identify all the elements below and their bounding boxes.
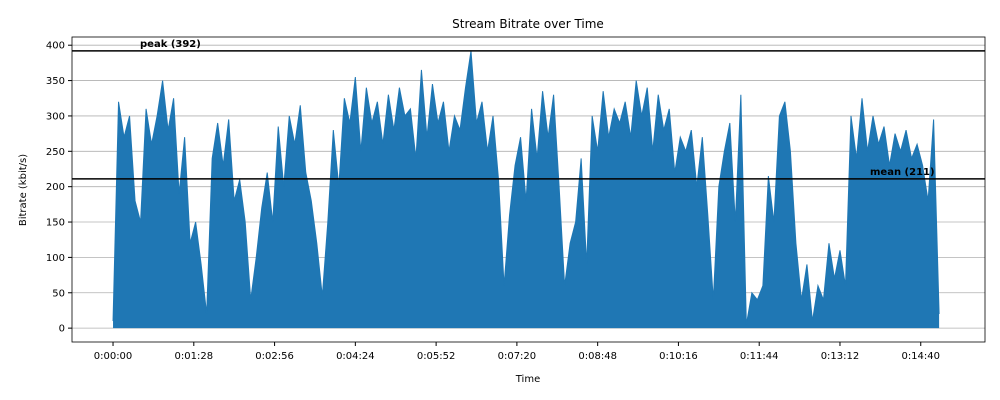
x-tick-label: 0:07:20 — [498, 351, 537, 362]
area-line — [112, 50, 940, 325]
x-tick-label: 0:05:52 — [417, 351, 456, 362]
x-tick-label: 0:01:28 — [175, 351, 214, 362]
x-tick-label: 0:11:44 — [740, 351, 779, 362]
y-tick-label: 0 — [59, 324, 65, 335]
reference-label: peak (392) — [140, 39, 201, 50]
y-tick-label: 250 — [46, 147, 65, 158]
y-tick-label: 150 — [46, 218, 65, 229]
y-tick-label: 400 — [46, 41, 65, 52]
x-tick-label: 0:14:40 — [901, 351, 940, 362]
x-tick-label: 0:13:12 — [821, 351, 860, 362]
x-axis-label: Time — [515, 374, 540, 385]
plot-frame — [71, 36, 986, 343]
y-tick-label: 200 — [46, 182, 65, 193]
x-tick-label: 0:02:56 — [255, 351, 294, 362]
area-fill — [113, 50, 940, 329]
reference-label: mean (211) — [870, 167, 935, 178]
y-axis-label: Bitrate (kbit/s) — [18, 154, 29, 226]
y-tick-label: 50 — [52, 288, 65, 299]
y-tick-label: 300 — [46, 111, 65, 122]
x-tick-label: 0:10:16 — [659, 351, 698, 362]
x-tick-label: 0:00:00 — [94, 351, 133, 362]
x-tick-label: 0:04:24 — [336, 351, 375, 362]
y-tick-label: 100 — [46, 253, 65, 264]
chart-title: Stream Bitrate over Time — [452, 17, 604, 31]
y-tick-label: 350 — [46, 76, 65, 87]
x-tick-label: 0:08:48 — [578, 351, 617, 362]
